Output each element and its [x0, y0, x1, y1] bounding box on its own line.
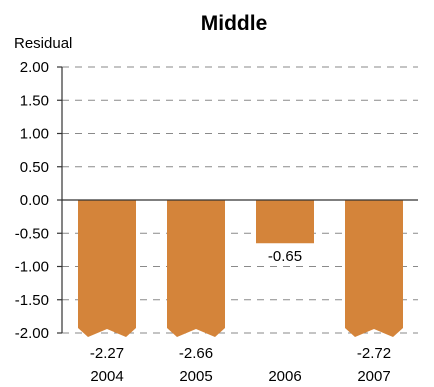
- bar-2005: [167, 200, 225, 337]
- x-axis-categories: 2004 2005 2006 2007: [90, 368, 390, 385]
- bar-2004: [78, 200, 136, 337]
- y-axis-label: Residual: [14, 35, 72, 52]
- y-tick-label: 1.50: [20, 92, 49, 109]
- data-label-2005: -2.66: [179, 345, 213, 362]
- x-category-label: 2005: [179, 368, 212, 385]
- bars: [78, 200, 403, 337]
- y-tick-label: 0.50: [20, 159, 49, 176]
- chart-title: Middle: [201, 12, 268, 35]
- x-category-label: 2006: [268, 368, 301, 385]
- y-tick-label: 2.00: [20, 59, 49, 76]
- data-label-2004: -2.27: [90, 345, 124, 362]
- x-category-label: 2004: [90, 368, 123, 385]
- y-tick-label: -1.50: [15, 292, 49, 309]
- data-labels: -2.27 -2.66 -0.65 -2.72: [90, 248, 391, 362]
- data-label-2006: -0.65: [268, 248, 302, 265]
- y-axis-ticks: 2.00 1.50 1.00 0.50 0.00 -0.50 -1.00 -1.50 -2.00: [15, 59, 62, 342]
- y-tick-label: -2.00: [15, 325, 49, 342]
- data-label-2007: -2.72: [357, 345, 391, 362]
- bar-2006: [256, 200, 314, 244]
- y-tick-label: 1.00: [20, 126, 49, 143]
- bar-2007: [345, 200, 403, 337]
- x-category-label: 2007: [357, 368, 390, 385]
- y-tick-label: 0.00: [20, 192, 49, 209]
- y-tick-label: -1.00: [15, 259, 49, 276]
- y-tick-label: -0.50: [15, 225, 49, 242]
